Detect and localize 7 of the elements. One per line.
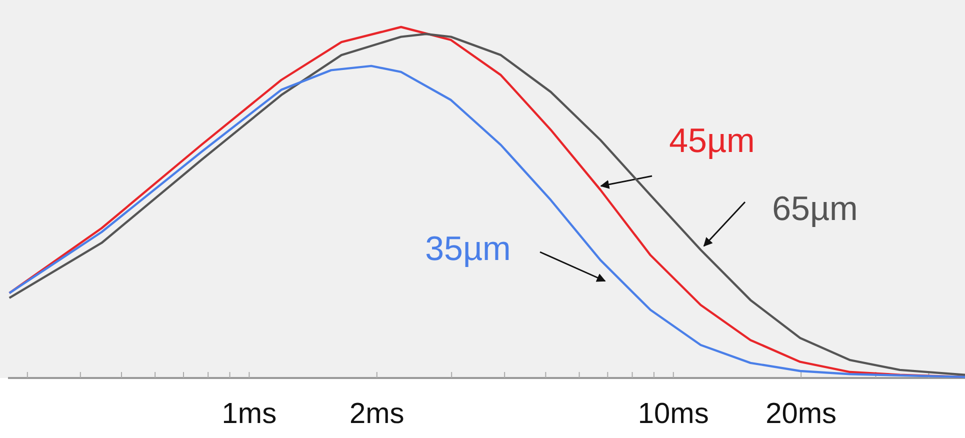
x-tick-label: 2ms (349, 398, 404, 430)
series-label: 65µm (772, 190, 858, 228)
series-label: 35µm (425, 230, 511, 268)
x-tick-label: 20ms (766, 398, 837, 430)
text: 45µm (669, 122, 755, 160)
x-tick-label: 10ms (638, 398, 709, 430)
x-tick-label: 1ms (222, 398, 277, 430)
